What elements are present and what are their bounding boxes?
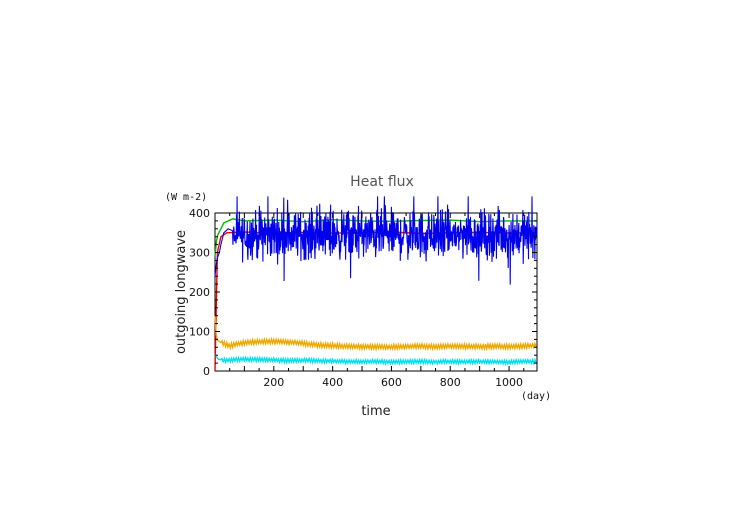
x-tick-label: 800 — [440, 376, 461, 389]
series-line-total — [214, 196, 538, 285]
series-line-orange — [214, 315, 537, 352]
x-tick-label: 200 — [263, 376, 284, 389]
x-unit-label: (day) — [521, 391, 551, 402]
y-axis-label: outgoing longwave — [174, 230, 189, 354]
x-tick-label: 400 — [322, 376, 343, 389]
y-unit-label: (W m-2) — [165, 192, 207, 203]
y-tick-label: 100 — [189, 326, 210, 339]
series-line-cyan — [214, 354, 537, 367]
y-tick-label: 0 — [203, 365, 210, 378]
x-axis-label: time — [361, 404, 390, 419]
y-tick-label: 300 — [189, 247, 210, 260]
y-tick-label: 200 — [189, 286, 210, 299]
x-tick-label: 1000 — [495, 376, 523, 389]
chart-title: Heat flux — [350, 174, 414, 190]
ticks-layer: 200 400 600 800 1000 0 100 200 300 400 — [189, 207, 537, 389]
y-tick-label: 400 — [189, 207, 210, 220]
x-tick-label: 600 — [381, 376, 402, 389]
series-layer — [214, 196, 538, 372]
